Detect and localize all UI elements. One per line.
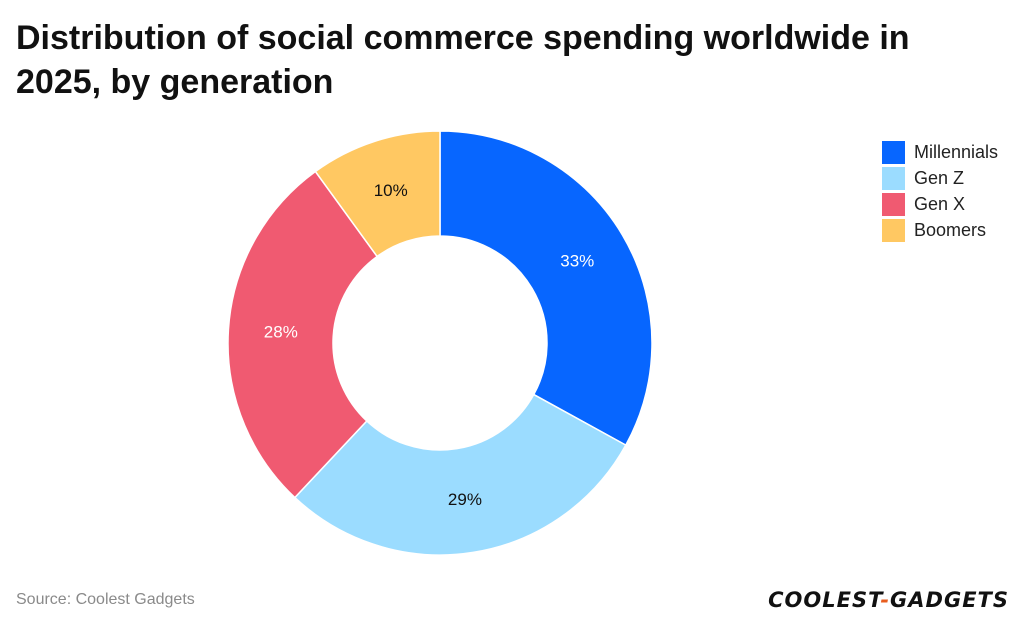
legend-item-boomers[interactable]: Boomers	[882, 217, 998, 243]
source-note: Source: Coolest Gadgets	[16, 591, 195, 608]
brand-logo[interactable]: COOLEST-GADGETS	[768, 588, 1009, 612]
slice-millennials[interactable]	[439, 130, 653, 447]
logo-dash: -	[880, 588, 891, 612]
legend-label-millennials: Millennials	[914, 141, 999, 162]
chart-title: Distribution of social commerce spending…	[16, 19, 910, 101]
legend-swatch-gen-x	[882, 192, 905, 216]
legend: Millennials Gen Z Gen X Boomers	[882, 139, 998, 243]
legend-item-gen-x[interactable]: Gen X	[882, 191, 998, 217]
legend-swatch-boomers	[882, 218, 905, 242]
data-label-gen-z: 29%	[448, 490, 482, 509]
slice-gen-z[interactable]	[293, 393, 627, 556]
legend-label-gen-z: Gen Z	[914, 167, 965, 188]
data-label-boomers: 10%	[374, 181, 408, 200]
legend-swatch-gen-z	[882, 166, 905, 190]
data-label-gen-x: 28%	[264, 322, 298, 341]
slice-boomers[interactable]	[314, 130, 441, 258]
logo-text-gadgets: GADGETS	[890, 588, 1009, 612]
logo-text-coolest: COOLEST	[768, 588, 881, 612]
slice-gen-x[interactable]	[227, 170, 379, 499]
legend-item-millennials[interactable]: Millennials	[882, 139, 998, 165]
legend-swatch-millennials	[882, 140, 905, 164]
legend-label-gen-x: Gen X	[914, 193, 966, 214]
data-label-millennials: 33%	[560, 251, 594, 270]
legend-item-gen-z[interactable]: Gen Z	[882, 165, 998, 191]
legend-label-boomers: Boomers	[914, 219, 987, 240]
